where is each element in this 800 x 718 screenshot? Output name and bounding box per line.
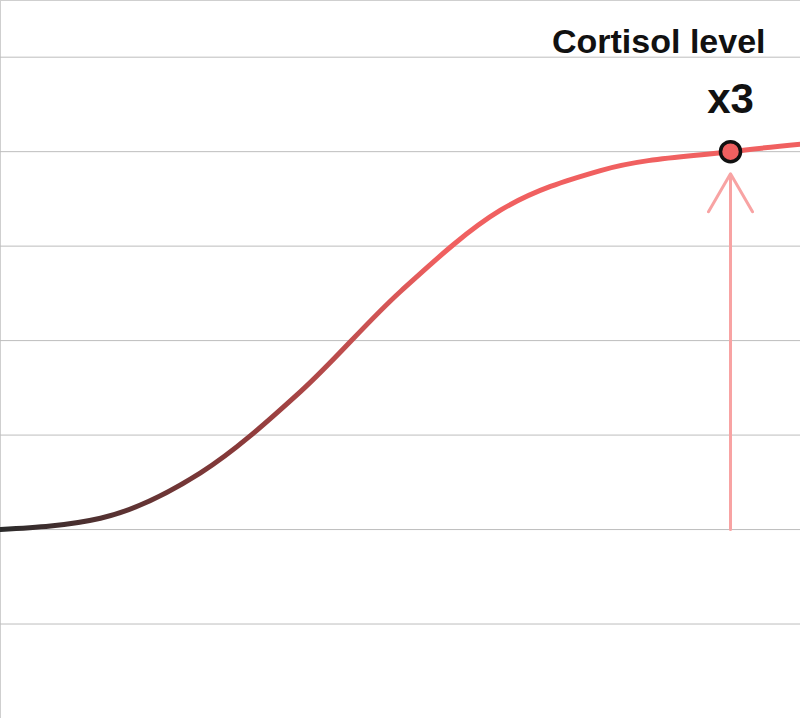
svg-text:x3: x3 (707, 75, 754, 122)
svg-text:Cortisol level: Cortisol level (552, 22, 766, 60)
